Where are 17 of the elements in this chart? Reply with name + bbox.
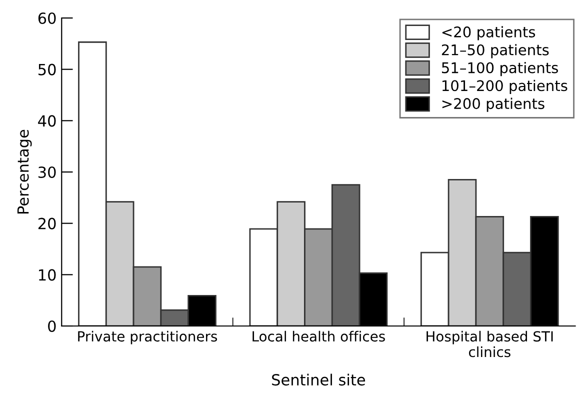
legend-label: 101–200 patients <box>442 80 568 94</box>
y-tick-label: 20 <box>38 218 56 230</box>
y-tick-label: 0 <box>48 320 56 332</box>
y-tick-label: 60 <box>38 12 56 24</box>
legend-label: 21–50 patients <box>442 44 549 58</box>
y-tick-label: 40 <box>38 115 56 127</box>
y-tick-label: 10 <box>39 269 56 281</box>
legend-label: 51–100 patients <box>442 62 558 76</box>
legend-label: <20 patients <box>442 26 536 40</box>
legend-label: >200 patients <box>442 98 544 112</box>
x-tick-label: Private practitioners <box>78 330 218 344</box>
y-axis-title: Percentage <box>17 130 32 214</box>
x-tick-label: Local health offices <box>252 330 385 342</box>
y-tick-label: 30 <box>38 166 56 178</box>
x-axis-title: Sentinel site <box>272 374 366 386</box>
y-tick-label: 50 <box>38 64 56 76</box>
x-tick-label: Hospital based STI clinics <box>426 330 553 358</box>
